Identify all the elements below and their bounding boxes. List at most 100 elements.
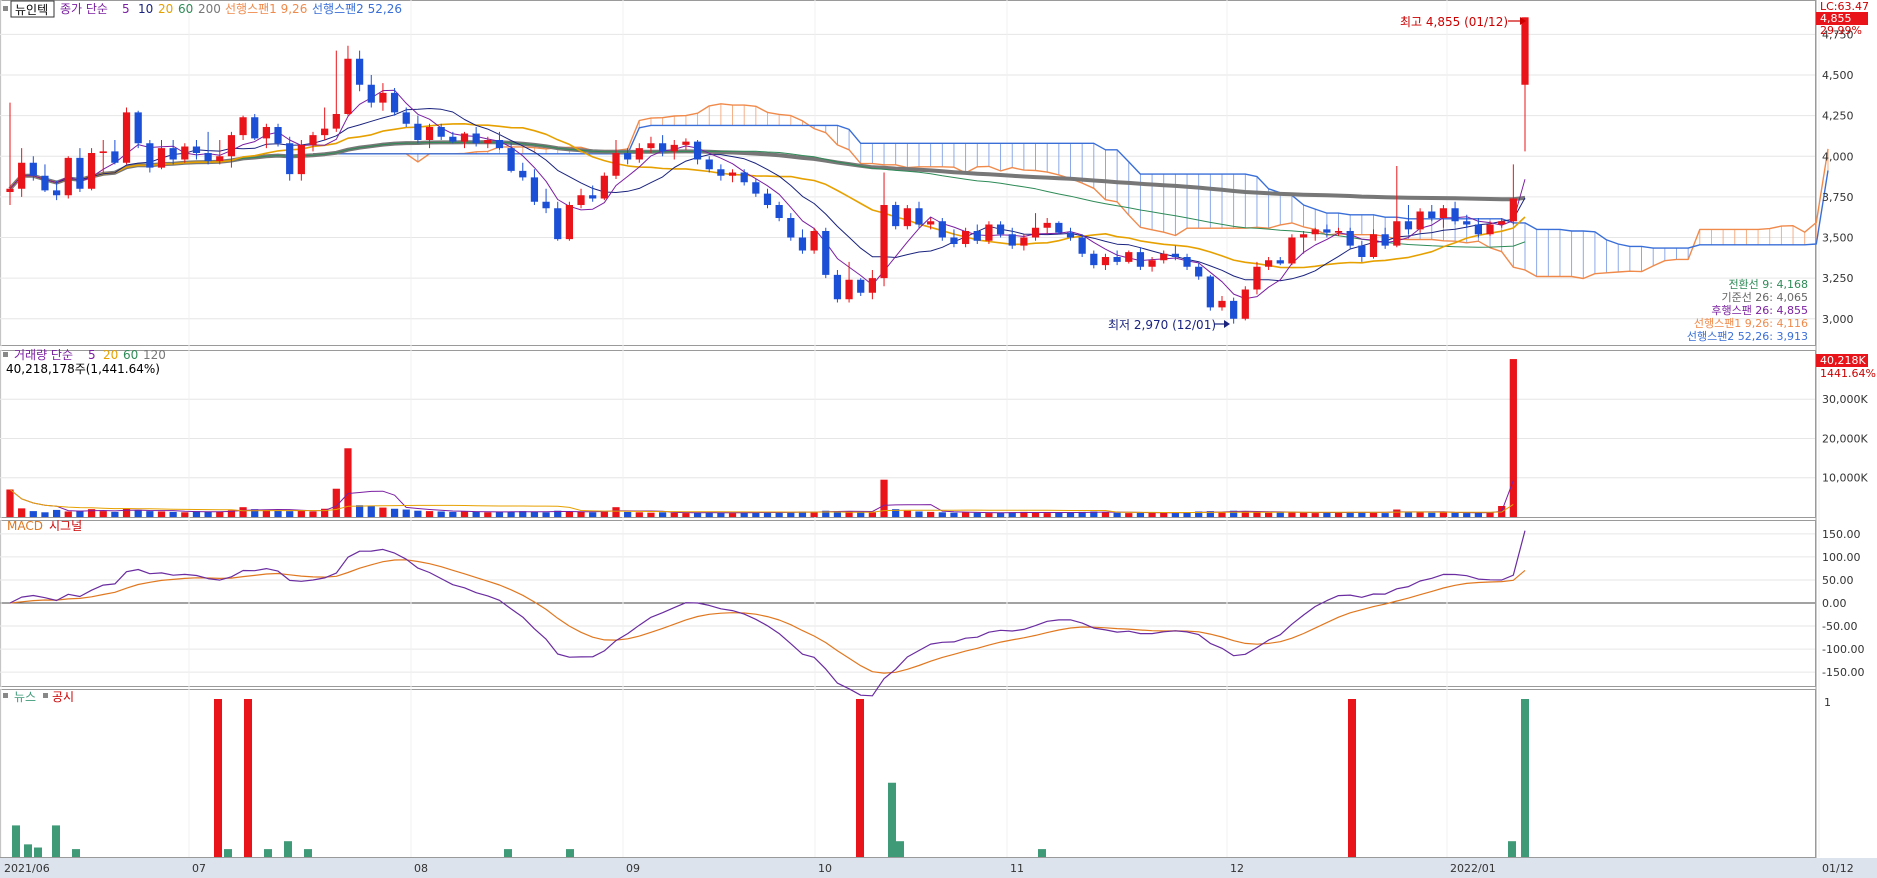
x-tick-label: 12 (1230, 862, 1244, 875)
volume-bar (1148, 512, 1156, 517)
candle-body (507, 148, 515, 171)
candle-body (1206, 276, 1214, 308)
volume-bar (996, 512, 1005, 517)
volume-bar (1334, 512, 1343, 517)
panel-frame (0, 350, 1816, 518)
volume-bar (857, 511, 865, 517)
lc-tag: LC:63.47 (1820, 0, 1869, 13)
pct-tag: 29.99% (1820, 24, 1862, 37)
candle-body (216, 156, 224, 162)
volume-legend: 거래량 단순 5 20 60 120 40,218,178주(1,441.64%… (3, 348, 1876, 380)
candle-body (624, 153, 632, 160)
volume-bar (635, 512, 643, 517)
legend-disclosure: 공시 (52, 690, 74, 704)
volume-bar (659, 512, 667, 517)
volume-bar (554, 510, 562, 517)
candle-body (1066, 232, 1075, 238)
candle-body (379, 92, 387, 103)
volume-bar (449, 511, 457, 517)
volume-bar (41, 512, 49, 517)
volume-bar (810, 511, 818, 517)
candle-body (775, 205, 783, 218)
candle-body (554, 208, 562, 240)
volume-bar (950, 512, 958, 517)
candle-body (985, 224, 993, 241)
volume-bar (309, 511, 317, 517)
candle-body (1288, 237, 1296, 264)
volume-bar (1369, 512, 1378, 517)
volume-bar (1486, 512, 1494, 517)
volume-bar (484, 512, 492, 517)
volume-bar (1206, 511, 1214, 517)
volume-bar (76, 510, 84, 517)
volume-bar (204, 511, 212, 517)
volume-bar (146, 511, 154, 517)
candle-body (542, 201, 550, 209)
volume-bar (519, 511, 527, 517)
candle-body (1090, 253, 1098, 266)
volume-tick-label: 10,000K (1822, 472, 1868, 485)
candle-body (1136, 252, 1145, 267)
volume-bar (1136, 512, 1145, 517)
candle-body (670, 144, 678, 152)
stock-name-box[interactable] (10, 0, 55, 18)
volume-bar (775, 512, 783, 517)
volume-bar (332, 488, 340, 517)
candle-body (822, 231, 830, 275)
candle-body (425, 127, 434, 140)
candle-body (1393, 221, 1401, 246)
candles[interactable] (6, 17, 1529, 324)
candle-body (1474, 224, 1482, 235)
candle-body (1148, 260, 1156, 267)
candle-body (1230, 300, 1238, 319)
panel-frame (0, 689, 1816, 858)
candle-body (1253, 266, 1261, 290)
low-note: 최저 2,970 (12/01) (1108, 318, 1216, 332)
candle-body (1498, 221, 1506, 225)
candle-body (181, 146, 189, 160)
legend-ma60: 60 (178, 2, 193, 16)
volume-bar (670, 512, 678, 517)
candle-body (1323, 229, 1331, 233)
candle-body (1404, 221, 1413, 230)
candle-body (1171, 253, 1179, 257)
candle-body (565, 205, 573, 240)
stock-name: 뉴인텍 (15, 3, 48, 17)
panel-frame (0, 0, 1816, 346)
panel-toggle-icon[interactable] (3, 693, 8, 698)
volume-bars[interactable] (6, 359, 1517, 517)
candle-body (600, 175, 608, 199)
volume-bar (507, 511, 515, 517)
panel-toggle-icon[interactable] (3, 6, 8, 11)
news-bar (224, 849, 232, 857)
candle-body (111, 151, 119, 163)
news-bar (12, 825, 20, 857)
volume-bar (18, 508, 26, 517)
candle-body (460, 133, 469, 142)
news-bars[interactable] (12, 699, 1529, 857)
candle-body (1183, 257, 1191, 267)
candle-body (1486, 224, 1494, 235)
volume-bar (822, 510, 830, 517)
volume-bar (1241, 511, 1249, 517)
macd-tick-label: -50.00 (1822, 620, 1857, 633)
panel-toggle-icon[interactable] (3, 352, 8, 357)
volume-bar (1404, 511, 1413, 517)
candle-body (367, 84, 375, 103)
high-annotation: 최고 4,855 (01/12) (1400, 15, 1526, 29)
candle-body (414, 123, 422, 140)
candle-body (99, 151, 107, 153)
x-tick-label: 10 (818, 862, 832, 875)
price-tick-label: 4,500 (1822, 69, 1854, 82)
candle-body (122, 112, 131, 163)
volume-bar (344, 448, 352, 517)
ma20-line (9, 123, 1526, 269)
volume-bar (367, 506, 375, 517)
news-bar (34, 847, 42, 857)
volume-bar (1428, 512, 1436, 517)
candle-body (1078, 237, 1086, 254)
disclosure-bar (856, 699, 864, 857)
signal-line (9, 559, 1526, 674)
volume-bar (682, 513, 690, 517)
candle-body (484, 140, 492, 144)
